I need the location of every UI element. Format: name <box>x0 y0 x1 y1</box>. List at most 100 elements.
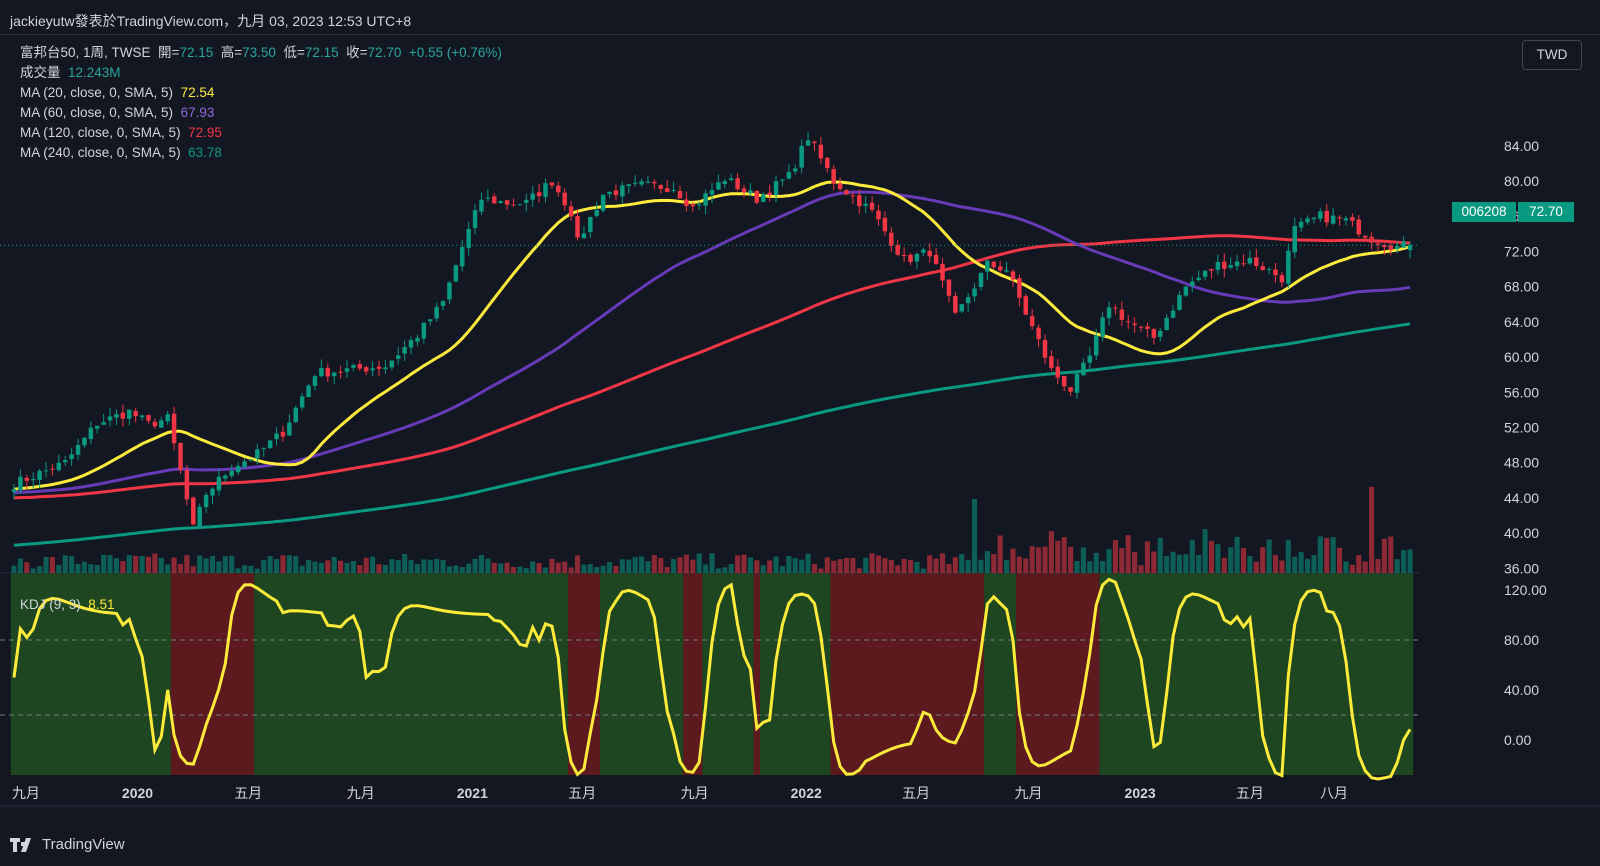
candle-body[interactable] <box>556 185 561 193</box>
candle-body[interactable] <box>383 367 388 370</box>
candle-body[interactable] <box>1081 362 1086 376</box>
candle-body[interactable] <box>184 470 190 500</box>
candle-body[interactable] <box>223 475 228 479</box>
candle-body[interactable] <box>639 181 644 185</box>
candle-body[interactable] <box>287 422 292 436</box>
candle-body[interactable] <box>1350 217 1355 221</box>
candle-body[interactable] <box>1362 235 1368 238</box>
candle-body[interactable] <box>370 368 375 371</box>
candle-body[interactable] <box>1254 257 1259 266</box>
candle-body[interactable] <box>754 191 760 203</box>
candle-body[interactable] <box>857 195 862 207</box>
candle-body[interactable] <box>139 415 145 418</box>
candle-body[interactable] <box>658 185 664 189</box>
candle-body[interactable] <box>402 347 407 354</box>
candle-body[interactable] <box>242 461 247 467</box>
candle-body[interactable] <box>447 282 452 300</box>
candle-body[interactable] <box>1004 270 1009 272</box>
candle-body[interactable] <box>1292 226 1297 253</box>
candle-body[interactable] <box>671 189 676 191</box>
candle-body[interactable] <box>1228 265 1233 268</box>
candle-body[interactable] <box>319 368 324 377</box>
candle-body[interactable] <box>1273 269 1278 276</box>
candle-body[interactable] <box>799 145 804 168</box>
candle-body[interactable] <box>805 140 811 146</box>
candle-body[interactable] <box>408 340 414 348</box>
candle-body[interactable] <box>146 415 151 421</box>
candle-body[interactable] <box>517 204 523 206</box>
candle-body[interactable] <box>69 454 74 460</box>
candle-body[interactable] <box>191 497 196 525</box>
candle-body[interactable] <box>434 306 439 319</box>
candle-body[interactable] <box>1375 243 1381 245</box>
candle-body[interactable] <box>933 254 939 264</box>
candle-body[interactable] <box>543 183 548 197</box>
candle-body[interactable] <box>255 449 260 459</box>
candle-body[interactable] <box>1100 317 1105 337</box>
candle-body[interactable] <box>1234 261 1240 267</box>
candle-body[interactable] <box>965 297 971 304</box>
candle-body[interactable] <box>568 206 574 217</box>
candle-body[interactable] <box>1196 277 1201 280</box>
candle-body[interactable] <box>1132 323 1137 326</box>
candle-body[interactable] <box>735 178 740 190</box>
candle-body[interactable] <box>178 442 183 471</box>
candle-body[interactable] <box>1164 317 1169 331</box>
candle-body[interactable] <box>1106 307 1112 319</box>
candle-body[interactable] <box>837 183 843 190</box>
candle-body[interactable] <box>485 197 491 199</box>
candle-body[interactable] <box>620 185 625 197</box>
candle-body[interactable] <box>1036 327 1041 340</box>
candle-body[interactable] <box>991 261 997 268</box>
candle-body[interactable] <box>613 190 619 196</box>
candle-body[interactable] <box>709 190 715 195</box>
candle-body[interactable] <box>421 322 427 339</box>
candle-body[interactable] <box>1074 373 1080 393</box>
candle-body[interactable] <box>159 420 164 428</box>
candle-body[interactable] <box>460 246 465 267</box>
candle-body[interactable] <box>299 396 305 408</box>
candle-body[interactable] <box>37 470 42 480</box>
ma240-line[interactable] <box>13 322 1411 547</box>
candle-body[interactable] <box>11 489 17 492</box>
candle-body[interactable] <box>498 201 503 203</box>
candle-body[interactable] <box>1023 296 1029 315</box>
kdj-legend[interactable]: KDJ (9, 3) 8.51 <box>20 597 115 612</box>
candle-body[interactable] <box>280 431 286 437</box>
candle-body[interactable] <box>101 422 106 425</box>
candle-body[interactable] <box>844 189 849 195</box>
ma120-row[interactable]: MA (120, close, 0, SMA, 5) 72.95 <box>20 123 502 143</box>
candle-body[interactable] <box>1318 211 1323 219</box>
candle-body[interactable] <box>748 190 753 194</box>
candle-body[interactable] <box>1388 245 1394 251</box>
candle-body[interactable] <box>325 368 331 377</box>
candle-body[interactable] <box>50 468 55 470</box>
candle-body[interactable] <box>1170 310 1176 318</box>
candle-body[interactable] <box>1382 244 1387 248</box>
candle-body[interactable] <box>1138 326 1144 328</box>
candle-body[interactable] <box>831 169 836 184</box>
candle-body[interactable] <box>850 195 856 197</box>
candle-body[interactable] <box>1017 278 1022 298</box>
candle-body[interactable] <box>1394 245 1400 249</box>
candle-body[interactable] <box>1151 329 1157 338</box>
candle-body[interactable] <box>56 462 62 471</box>
candle-body[interactable] <box>953 296 958 313</box>
ma120-line[interactable] <box>13 234 1411 500</box>
candle-body[interactable] <box>389 360 395 368</box>
candle-body[interactable] <box>940 263 945 281</box>
candle-body[interactable] <box>1401 241 1406 248</box>
candle-body[interactable] <box>607 191 612 195</box>
candle-body[interactable] <box>722 181 728 184</box>
candle-body[interactable] <box>1087 355 1093 363</box>
candle-body[interactable] <box>1369 236 1374 243</box>
candle-body[interactable] <box>1298 221 1304 228</box>
candle-body[interactable] <box>1113 307 1118 309</box>
candle-body[interactable] <box>229 470 234 476</box>
candle-body[interactable] <box>1324 210 1329 223</box>
candle-body[interactable] <box>306 385 311 397</box>
candle-body[interactable] <box>1061 375 1067 387</box>
candle-body[interactable] <box>1215 262 1221 270</box>
candle-body[interactable] <box>946 279 952 296</box>
candle-body[interactable] <box>600 194 606 211</box>
